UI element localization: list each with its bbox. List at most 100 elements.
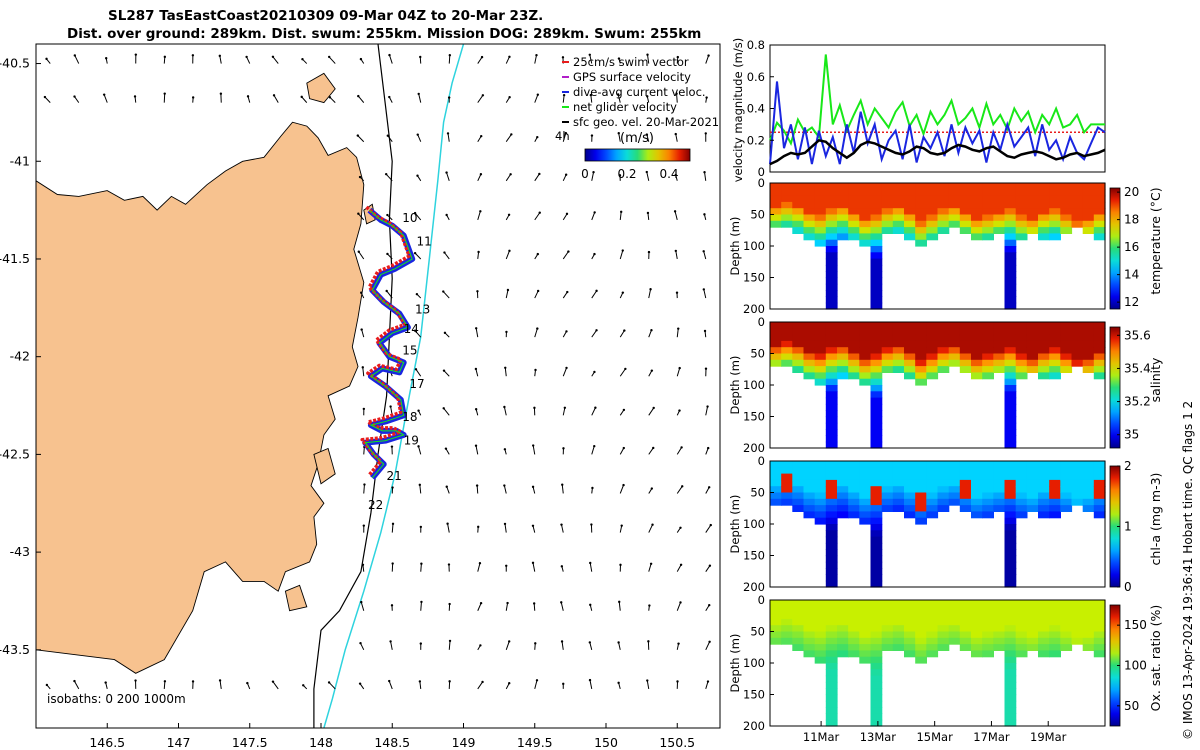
map-xtick-label: 149.5: [517, 735, 553, 750]
temperature-ytick-label: 100: [743, 239, 765, 253]
salinity-colorbar-tick-label: 35.6: [1124, 328, 1151, 342]
temperature-ytick-label: 150: [743, 271, 765, 285]
day-label: 22: [368, 498, 383, 512]
chla-colorbar-tick-label: 2: [1124, 459, 1132, 473]
oxygen-colorbar-tick-label: 100: [1124, 659, 1147, 673]
figure-title-line2: Dist. over ground: 289km. Dist. swum: 25…: [67, 26, 702, 42]
day-label: 21: [387, 469, 402, 483]
day-label: 15: [402, 344, 417, 358]
oxygen-heatmap-cells: [770, 600, 1106, 727]
track-swim-vectors: [360, 205, 411, 477]
map-colorbar: [584, 148, 691, 162]
map-ytick-label: -43.5: [0, 642, 30, 657]
velocity-ylabel: velocity magnitude (m/s): [731, 38, 745, 183]
legend-label: net glider velocity: [573, 100, 677, 114]
isobath-label: isobaths: 0 200 1000m: [47, 692, 186, 706]
map-colorbar-tick: 0.4: [659, 167, 678, 181]
map-ytick-label: -41.5: [0, 251, 30, 266]
temperature-ylabel: Depth (m): [728, 217, 742, 276]
velocity-ytick-label: 0.4: [747, 102, 765, 116]
map-xtick-label: 150: [594, 735, 618, 750]
velocity-ytick-label: 0.6: [747, 70, 765, 84]
oxygen-ylabel: Depth (m): [728, 634, 742, 693]
island-0: [306, 72, 336, 104]
chla-ytick-label: 200: [743, 580, 765, 594]
time-xtick-label: 17Mar: [973, 730, 1010, 744]
oxygen-colorbar-label: Ox. sat. ratio (%): [1148, 605, 1163, 712]
salinity-ytick-label: 200: [743, 441, 765, 455]
oxygen-colorbar-tick-label: 150: [1124, 618, 1147, 632]
chla-heatmap-cells: [770, 461, 1106, 588]
temperature-ytick-label: 0: [758, 176, 765, 190]
map-ytick-label: -43: [10, 544, 30, 559]
map-plot-area: 10 11 13 14 15 17 18 19 21 22: [36, 44, 712, 728]
temperature-colorbar-tick-label: 14: [1124, 268, 1139, 282]
map-xtick-label: 147: [167, 735, 191, 750]
isobath-1000m: [323, 44, 465, 728]
chla-colorbar-tick-label: 1: [1124, 520, 1132, 534]
salinity-heatmap-cells: [770, 322, 1106, 449]
time-xtick-label: 19Mar: [1030, 730, 1067, 744]
oxygen-colorbar-tick-label: 50: [1124, 699, 1139, 713]
oxygen-ytick-label: 200: [743, 719, 765, 733]
legend-label: GPS surface velocity: [573, 70, 691, 84]
day-label: 10: [402, 211, 417, 225]
chla-colorbar-label: chl-a (mg m-3): [1148, 473, 1163, 566]
salinity-colorbar: [1109, 326, 1121, 449]
chla-ytick-label: 100: [743, 517, 765, 531]
time-xtick-label: 15Mar: [916, 730, 953, 744]
map-xtick-label: 147.5: [232, 735, 268, 750]
velocity-ytick-label: 0.8: [747, 38, 765, 52]
time-xtick-label: 13Mar: [860, 730, 897, 744]
credit-text: © IMOS 13-Apr-2024 19:36:41 Hobart time.…: [1181, 400, 1195, 740]
velocity-series-dive-avg-current-veloc-: [769, 81, 1106, 165]
oxygen-ytick-label: 50: [750, 625, 765, 639]
salinity-colorbar-tick-label: 35.2: [1124, 395, 1151, 409]
figure-title-line1: SL287 TasEastCoast20210309 09-Mar 04Z to…: [108, 8, 544, 24]
velocity-series-sfc-geo-vel-: [769, 138, 1106, 166]
temperature-colorbar-tick-label: 12: [1124, 295, 1139, 309]
map-xtick-label: 146.5: [89, 735, 125, 750]
oxygen-ytick-label: 100: [743, 656, 765, 670]
map-xtick-label: 148: [309, 735, 333, 750]
temperature-colorbar-tick-label: 18: [1124, 213, 1139, 227]
salinity-ylabel: Depth (m): [728, 356, 742, 415]
map-colorbar-tick: 0: [581, 167, 589, 181]
chla-colorbar-tick-label: 0: [1124, 580, 1132, 594]
temperature-colorbar-label: temperature (°C): [1148, 187, 1163, 294]
day-label: 14: [404, 322, 419, 336]
legend-period-label: 4h: [555, 129, 570, 143]
salinity-ytick-label: 150: [743, 410, 765, 424]
day-label: 13: [415, 303, 430, 317]
temperature-colorbar-tick-label: 16: [1124, 240, 1139, 254]
salinity-ytick-label: 100: [743, 378, 765, 392]
map-xtick-label: 148.5: [374, 735, 410, 750]
temperature-ytick-label: 50: [750, 208, 765, 222]
velocity-ytick-label: 0: [758, 165, 765, 179]
velocity-plot-frame: [769, 44, 1106, 173]
oxygen-ytick-label: 150: [743, 688, 765, 702]
chla-ylabel: Depth (m): [728, 495, 742, 554]
legend-label: 25cm/s swim vector: [573, 55, 689, 69]
velocity-ytick-label: 0.2: [747, 133, 765, 147]
map-frame: [35, 43, 721, 729]
salinity-colorbar-label: salinity: [1148, 357, 1163, 402]
track-net-velocity: [364, 209, 413, 479]
chla-ytick-label: 150: [743, 549, 765, 563]
map-xtick-label: 149: [452, 735, 476, 750]
map-xtick-label: 150.5: [659, 735, 695, 750]
day-label: 19: [404, 434, 419, 448]
map-colorbar-label: (m/s): [620, 131, 654, 146]
day-label: 18: [402, 410, 417, 424]
velocity-series-net-glider-velocity: [769, 54, 1105, 147]
chla-ytick-label: 0: [758, 454, 765, 468]
island-1: [313, 447, 336, 485]
salinity-ytick-label: 0: [758, 315, 765, 329]
map-ytick-label: -42: [10, 349, 30, 364]
legend-label: dive-avg current veloc.: [573, 85, 706, 99]
temperature-ytick-label: 200: [743, 302, 765, 316]
map-colorbar-tick: 0.2: [617, 167, 636, 181]
legend-label: sfc geo. vel. 20-Mar-2021: [573, 115, 719, 129]
